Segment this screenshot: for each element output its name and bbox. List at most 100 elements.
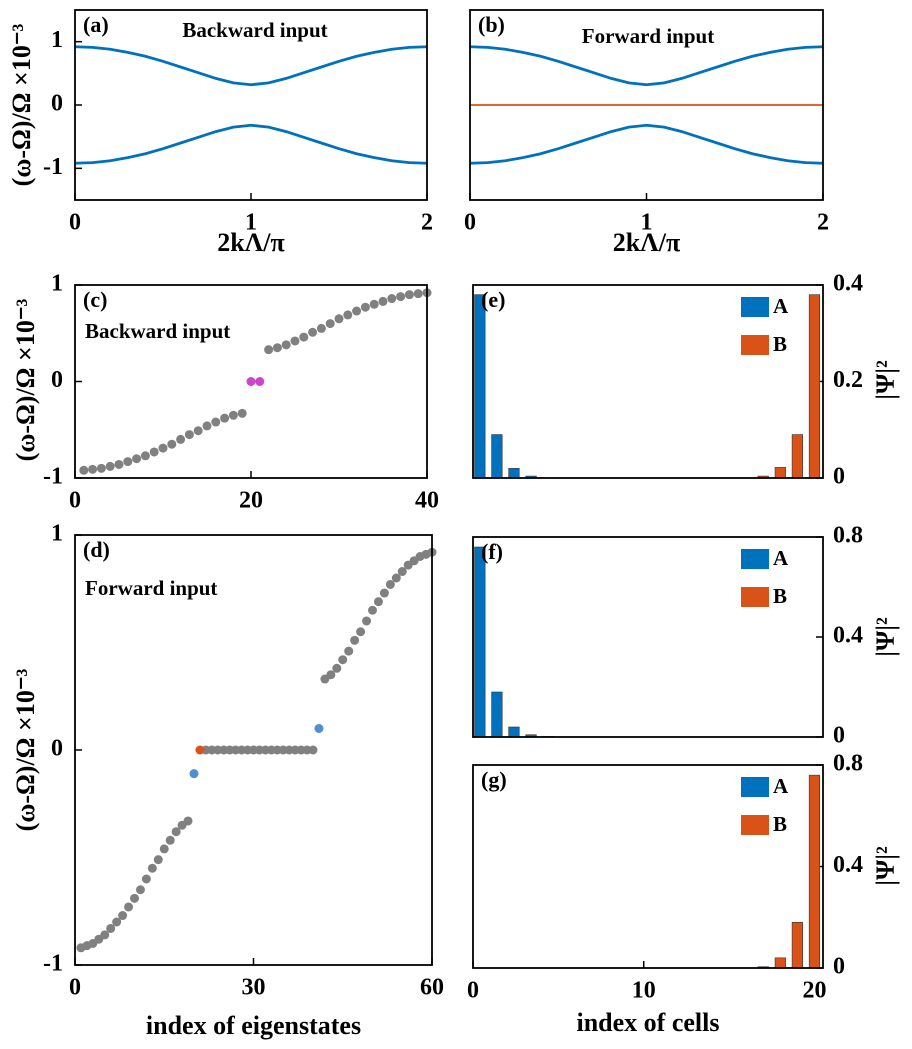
point bbox=[88, 464, 98, 474]
point bbox=[308, 745, 318, 755]
y-tick-label: 0 bbox=[833, 723, 845, 749]
point bbox=[184, 430, 194, 440]
legend-label: B bbox=[773, 584, 787, 608]
point bbox=[171, 827, 181, 837]
point bbox=[356, 627, 366, 637]
y-tick-label: -1 bbox=[43, 154, 63, 180]
point bbox=[373, 597, 383, 607]
x-tick-label: 20 bbox=[802, 978, 826, 1004]
axes-frame bbox=[472, 536, 824, 738]
point bbox=[290, 336, 300, 346]
point bbox=[246, 377, 256, 386]
point bbox=[202, 421, 212, 431]
curve bbox=[469, 45, 824, 87]
x-tick-label: 40 bbox=[415, 488, 439, 514]
x-axis-label: 2kΛ/π bbox=[217, 228, 285, 257]
x-tick-label: 0 bbox=[69, 488, 81, 514]
x-tick-label: 1 bbox=[245, 210, 257, 236]
point bbox=[106, 923, 116, 933]
point bbox=[114, 459, 124, 469]
x-tick-label: 0 bbox=[69, 210, 81, 236]
point bbox=[404, 290, 414, 300]
legend-swatch bbox=[741, 335, 769, 355]
point bbox=[165, 835, 175, 845]
x-tick-label: 30 bbox=[242, 975, 266, 1001]
legend-swatch bbox=[741, 777, 769, 797]
point bbox=[100, 930, 110, 940]
legend-swatch bbox=[741, 549, 769, 569]
y-tick-label: 0 bbox=[833, 954, 845, 980]
point bbox=[378, 296, 388, 306]
point bbox=[332, 663, 342, 673]
annotation: Backward input bbox=[85, 319, 230, 343]
point bbox=[360, 302, 370, 312]
y-tick-label: 0.8 bbox=[833, 751, 863, 777]
y-tick-label: 0.8 bbox=[833, 523, 863, 549]
point bbox=[124, 902, 134, 912]
y-tick-label: -1 bbox=[43, 951, 63, 977]
point bbox=[325, 319, 335, 329]
point bbox=[352, 306, 362, 316]
panel-label: (e) bbox=[481, 287, 505, 312]
y-axis-label: |Ψ|² bbox=[871, 360, 900, 400]
x-tick-label: 2 bbox=[421, 210, 433, 236]
point bbox=[264, 345, 274, 355]
x-tick-label: 0 bbox=[464, 210, 476, 236]
x-tick-label: 60 bbox=[420, 975, 444, 1001]
point bbox=[141, 874, 151, 884]
legend-label: A bbox=[773, 294, 789, 318]
legend-label: B bbox=[773, 812, 787, 836]
point bbox=[79, 465, 89, 475]
y-tick-label: 1 bbox=[51, 521, 63, 547]
point bbox=[281, 340, 291, 350]
point bbox=[147, 863, 157, 873]
panel-label: (f) bbox=[481, 539, 503, 564]
x-axis-label: 2kΛ/π bbox=[613, 228, 681, 257]
panel-label: (b) bbox=[478, 12, 505, 37]
point bbox=[237, 408, 247, 418]
axes-frame bbox=[74, 534, 433, 966]
point bbox=[385, 579, 395, 589]
curve bbox=[74, 123, 428, 165]
x-axis-label: index of cells bbox=[577, 1008, 720, 1037]
bar bbox=[808, 774, 821, 969]
point bbox=[326, 670, 336, 680]
y-tick-label: 0.2 bbox=[833, 367, 863, 393]
point bbox=[176, 434, 186, 444]
point bbox=[153, 855, 163, 865]
bar bbox=[474, 546, 486, 738]
bar bbox=[474, 294, 486, 479]
panel-label: (g) bbox=[481, 767, 507, 792]
y-axis-label: (ω-Ω)/Ω ×10⁻³ bbox=[7, 23, 36, 186]
y-tick-label: 1 bbox=[51, 27, 63, 53]
y-tick-label: 0.4 bbox=[833, 271, 863, 297]
bar bbox=[508, 726, 520, 738]
point bbox=[350, 635, 360, 645]
bar bbox=[774, 957, 786, 969]
x-tick-label: 1 bbox=[641, 210, 653, 236]
bar bbox=[808, 294, 821, 479]
y-tick-label: 0 bbox=[51, 91, 63, 117]
x-tick-label: 2 bbox=[817, 210, 829, 236]
legend-swatch bbox=[741, 297, 769, 317]
legend-label: A bbox=[773, 774, 789, 798]
y-tick-label: -1 bbox=[43, 464, 63, 490]
x-tick-label: 20 bbox=[239, 488, 263, 514]
point bbox=[96, 463, 106, 473]
point bbox=[220, 413, 230, 423]
point bbox=[211, 417, 221, 427]
y-axis-label: (ω-Ω)/Ω ×10⁻³ bbox=[11, 298, 40, 461]
bar bbox=[508, 468, 520, 479]
annotation: Forward input bbox=[85, 576, 217, 600]
point bbox=[368, 605, 377, 615]
point bbox=[118, 911, 128, 921]
curve bbox=[74, 45, 428, 87]
point bbox=[228, 410, 238, 420]
y-tick-label: 0.4 bbox=[833, 623, 863, 649]
annotation: Backward input bbox=[182, 18, 327, 42]
y-axis-label: (ω-Ω)/Ω ×10⁻³ bbox=[11, 668, 40, 831]
legend-label: B bbox=[773, 332, 787, 356]
point bbox=[308, 327, 318, 337]
